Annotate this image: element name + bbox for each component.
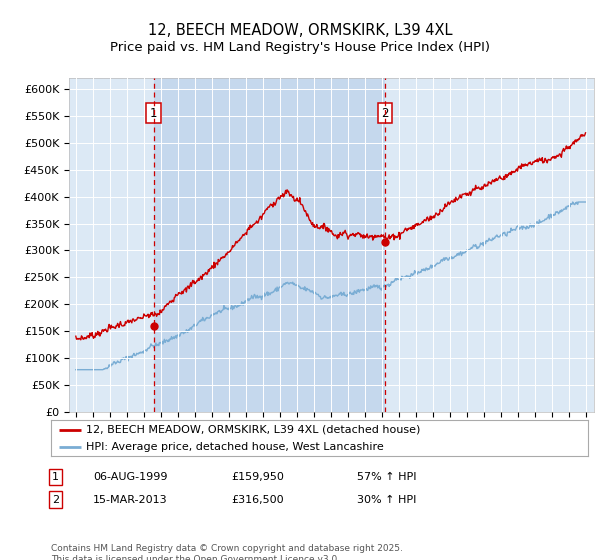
Text: 57% ↑ HPI: 57% ↑ HPI — [357, 472, 416, 482]
Text: 2: 2 — [382, 107, 389, 120]
Text: Price paid vs. HM Land Registry's House Price Index (HPI): Price paid vs. HM Land Registry's House … — [110, 41, 490, 54]
Bar — [154, 78, 385, 412]
Text: £316,500: £316,500 — [231, 494, 284, 505]
Text: Contains HM Land Registry data © Crown copyright and database right 2025.
This d: Contains HM Land Registry data © Crown c… — [51, 544, 403, 560]
Text: 30% ↑ HPI: 30% ↑ HPI — [357, 494, 416, 505]
Text: 1: 1 — [150, 107, 158, 120]
Text: 1: 1 — [52, 472, 59, 482]
Text: 12, BEECH MEADOW, ORMSKIRK, L39 4XL: 12, BEECH MEADOW, ORMSKIRK, L39 4XL — [148, 24, 452, 38]
Text: 12, BEECH MEADOW, ORMSKIRK, L39 4XL (detached house): 12, BEECH MEADOW, ORMSKIRK, L39 4XL (det… — [86, 425, 420, 435]
Text: £159,950: £159,950 — [231, 472, 284, 482]
Text: 06-AUG-1999: 06-AUG-1999 — [93, 472, 167, 482]
Text: HPI: Average price, detached house, West Lancashire: HPI: Average price, detached house, West… — [86, 442, 383, 452]
Text: 15-MAR-2013: 15-MAR-2013 — [93, 494, 167, 505]
Text: 2: 2 — [52, 494, 59, 505]
